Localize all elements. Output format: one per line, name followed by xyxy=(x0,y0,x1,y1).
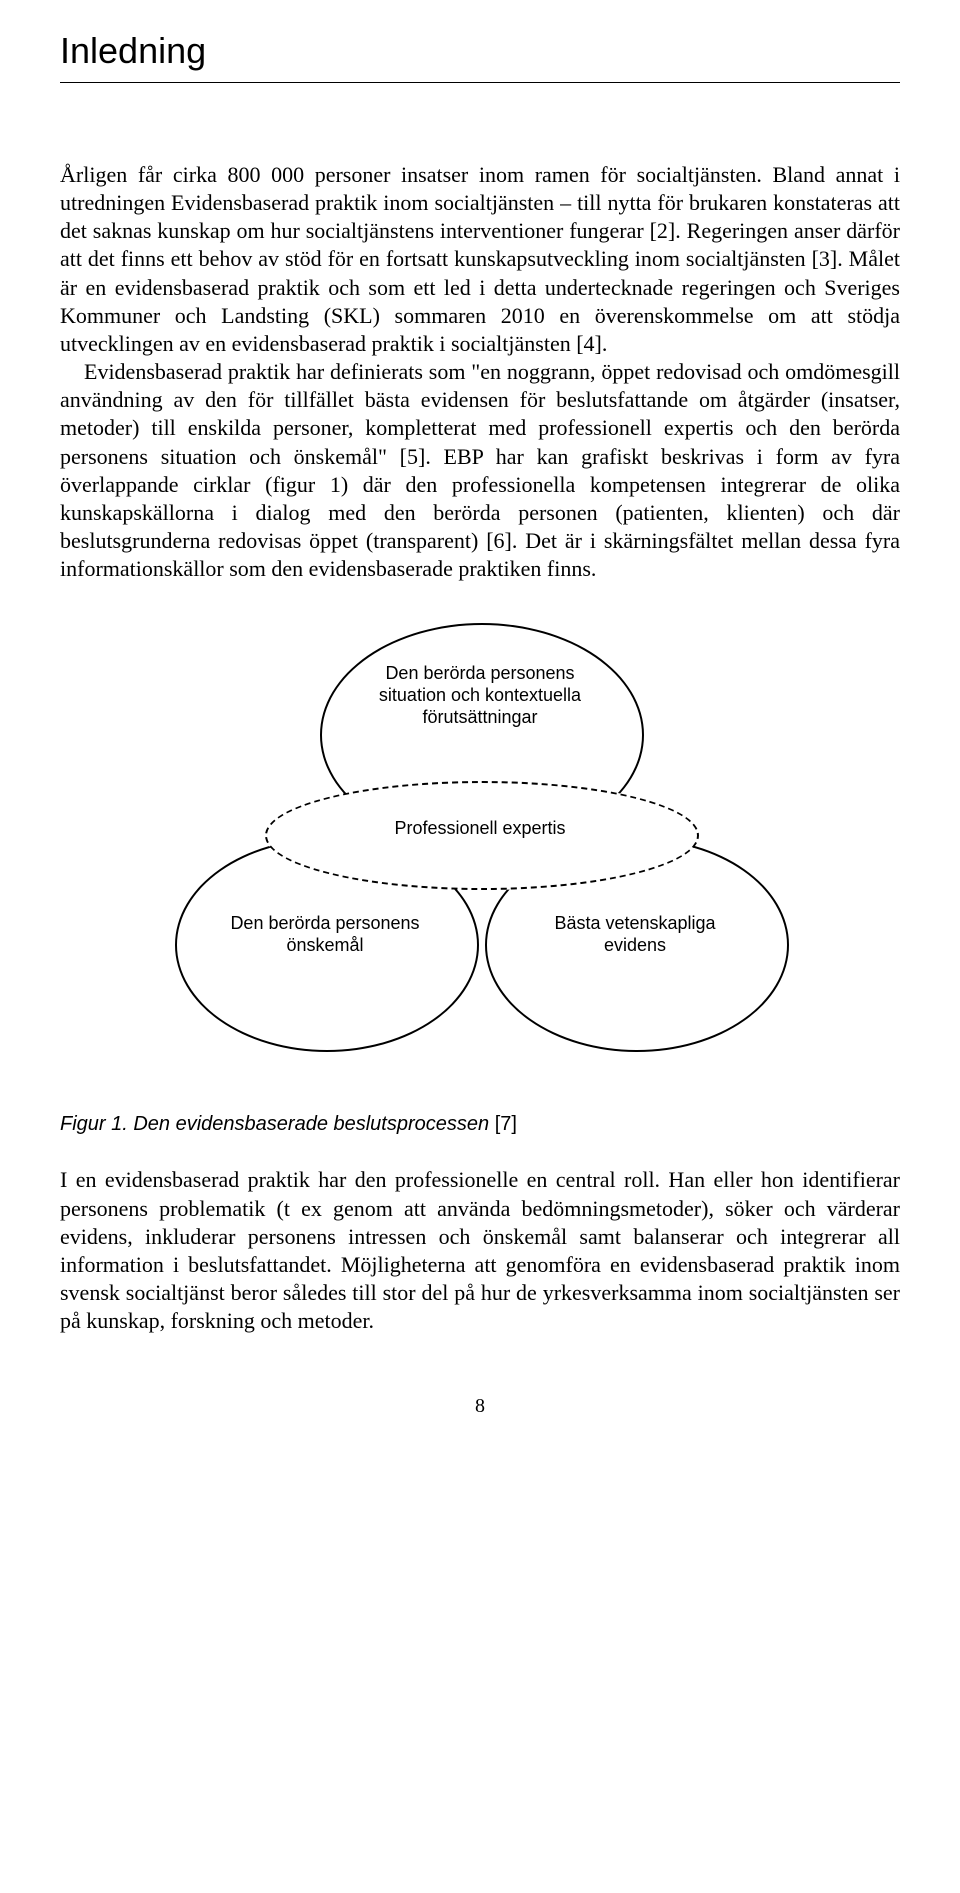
figure-caption-ref: [7] xyxy=(495,1113,517,1135)
heading-spacer xyxy=(60,91,900,161)
paragraph-3-text: I en evidensbaserad praktik har den prof… xyxy=(60,1167,900,1333)
paragraph-3: I en evidensbaserad praktik har den prof… xyxy=(60,1166,900,1335)
venn-label-middle: Professionell expertis xyxy=(380,818,580,840)
figure-caption: Figur 1. Den evidensbaserade beslutsproc… xyxy=(60,1113,900,1136)
paragraph-2: Evidensbaserad praktik har definierats s… xyxy=(60,358,900,583)
venn-label-right: Bästa vetenskapliga evidens xyxy=(530,913,740,956)
paragraph-1-text: Årligen får cirka 800 000 personer insat… xyxy=(60,162,900,356)
paragraph-2-text: Evidensbaserad praktik har definierats s… xyxy=(60,359,900,581)
figure-caption-text: Figur 1. Den evidensbaserade beslutsproc… xyxy=(60,1113,495,1135)
paragraph-1: Årligen får cirka 800 000 personer insat… xyxy=(60,161,900,358)
venn-diagram-wrap: Den berörda personens situation och kont… xyxy=(60,623,900,1083)
venn-diagram: Den berörda personens situation och kont… xyxy=(170,623,790,1083)
page-container: Inledning Årligen får cirka 800 000 pers… xyxy=(0,0,960,1458)
page-number: 8 xyxy=(60,1395,900,1418)
venn-label-left: Den berörda personens önskemål xyxy=(210,913,440,956)
page-heading: Inledning xyxy=(60,30,900,83)
venn-label-top: Den berörda personens situation och kont… xyxy=(370,663,590,728)
